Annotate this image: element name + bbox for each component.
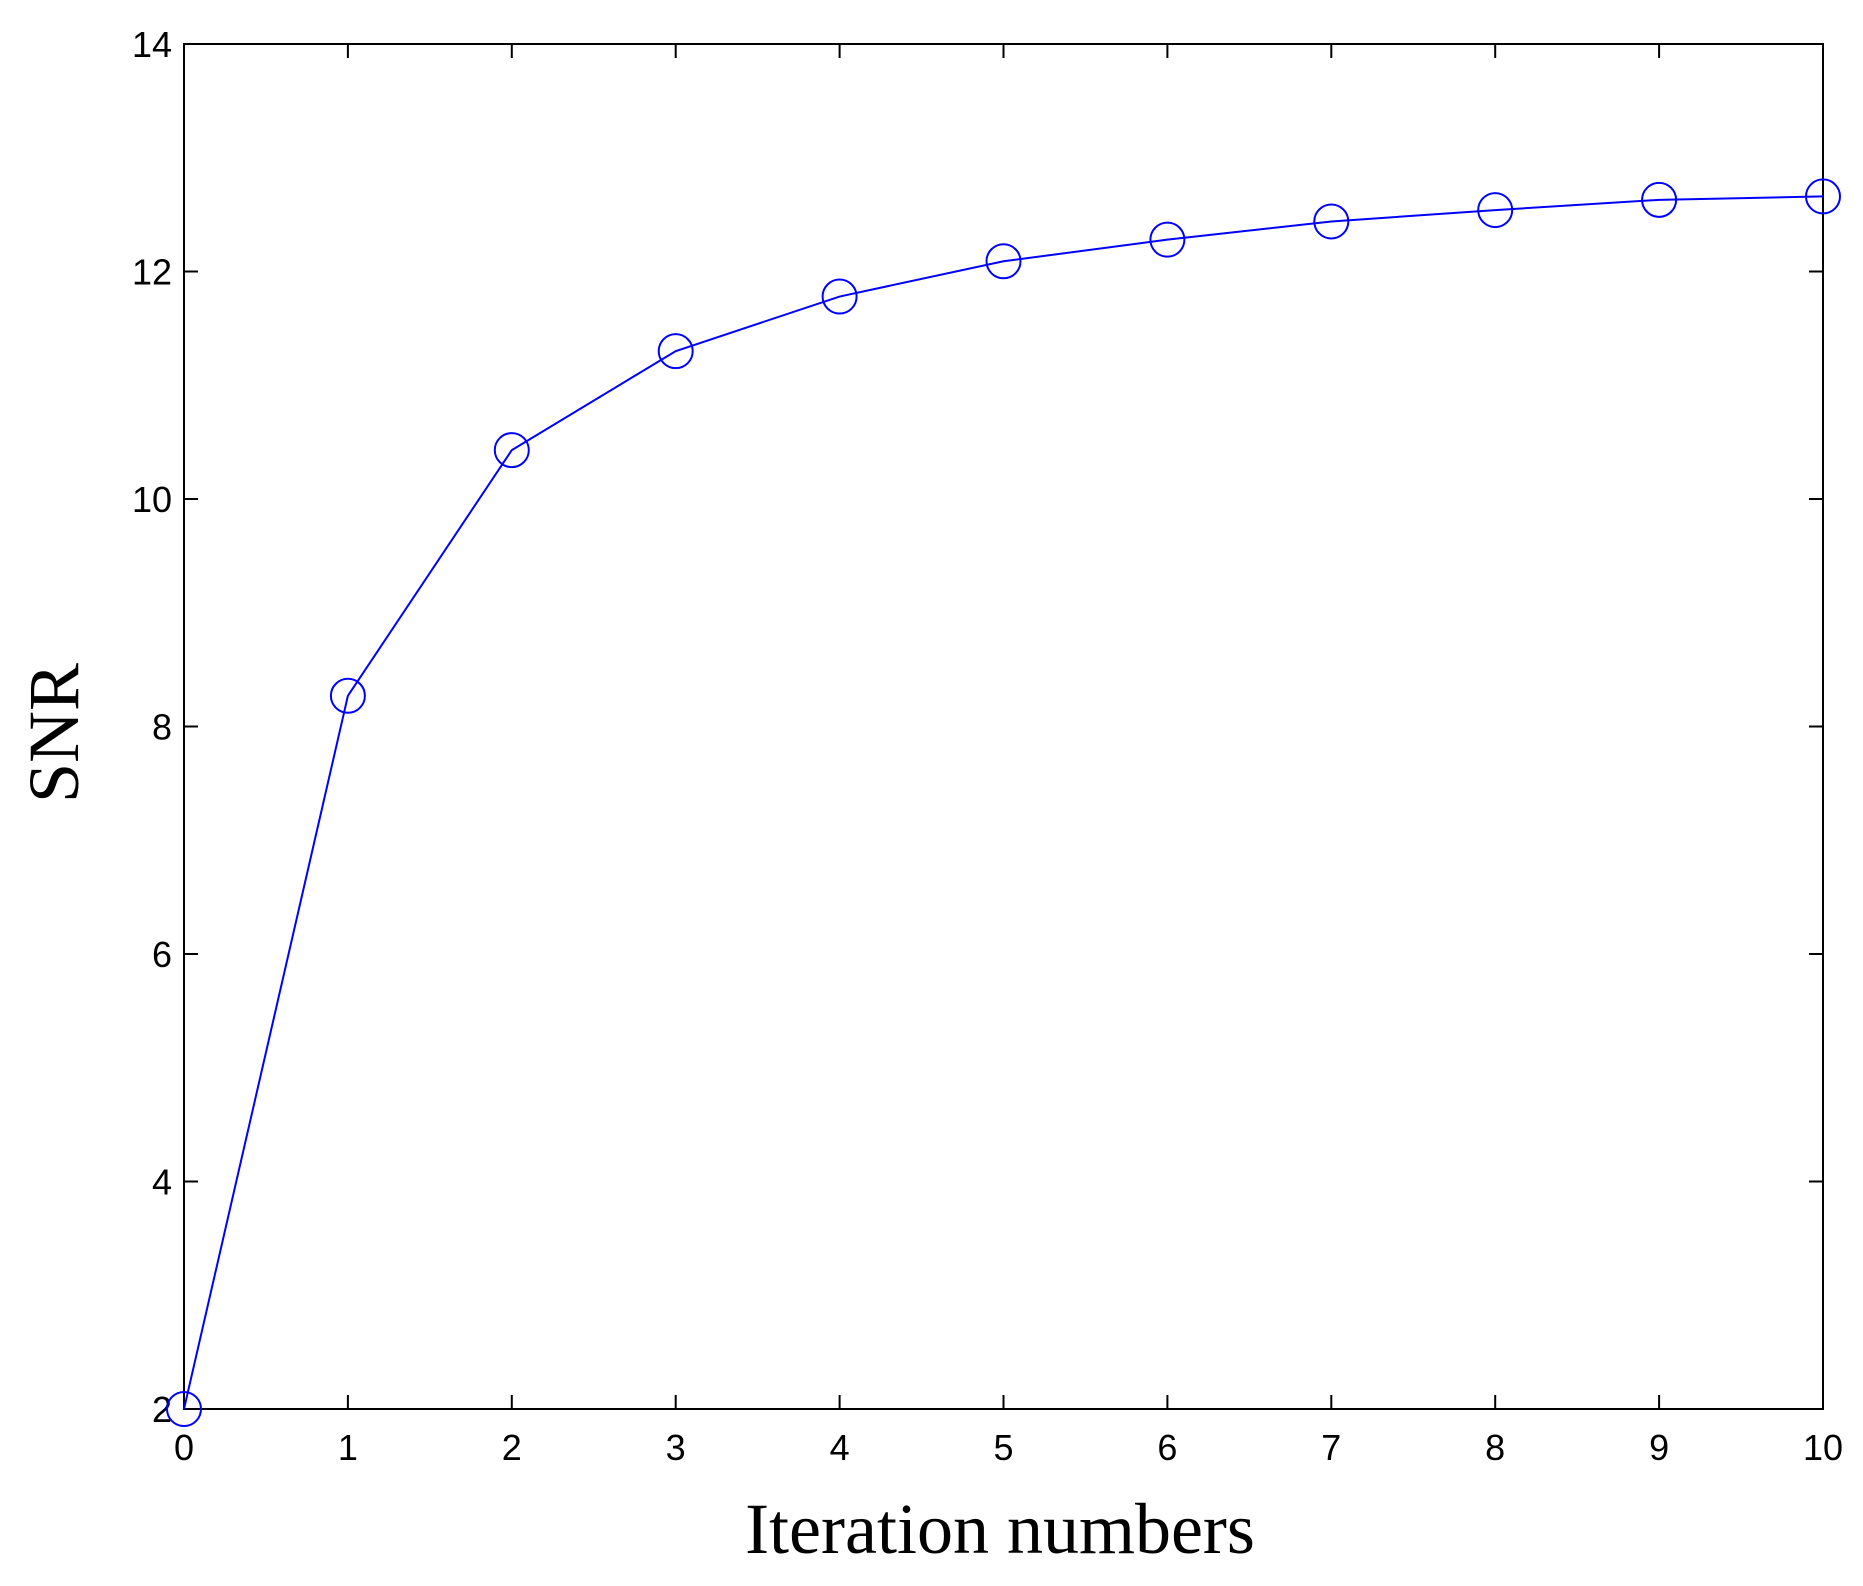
- data-point-marker: [821, 278, 858, 315]
- x-tick-label: 10: [1803, 1427, 1843, 1468]
- data-point-marker: [985, 243, 1022, 280]
- x-tick-label: 5: [993, 1427, 1013, 1468]
- data-point-marker: [1641, 181, 1678, 218]
- x-tick-label: 2: [502, 1427, 522, 1468]
- y-tick-label: 14: [132, 24, 172, 65]
- y-axis-ticks: 2 4 6 8 10 12 14: [132, 24, 1823, 1430]
- data-point-marker: [1313, 203, 1350, 240]
- data-point-marker: [493, 432, 530, 469]
- x-tick-label: 9: [1649, 1427, 1669, 1468]
- x-tick-label: 8: [1485, 1427, 1505, 1468]
- y-axis-label: SNR: [14, 663, 94, 803]
- series-layer: [166, 178, 1841, 1427]
- x-tick-label: 4: [830, 1427, 850, 1468]
- y-tick-label: 4: [152, 1162, 172, 1203]
- data-point-marker: [1477, 192, 1514, 229]
- x-axis-label: Iteration numbers: [745, 1489, 1255, 1569]
- data-point-marker: [1805, 178, 1841, 215]
- x-tick-label: 0: [174, 1427, 194, 1468]
- y-tick-label: 12: [132, 252, 172, 293]
- y-tick-label: 10: [132, 479, 172, 520]
- x-axis-ticks: 0 1 2 3 4 5 6 7 8 9 10: [174, 44, 1843, 1468]
- y-tick-label: 8: [152, 707, 172, 748]
- data-point-marker: [329, 677, 366, 714]
- data-point-marker: [1149, 221, 1186, 258]
- y-tick-label: 6: [152, 934, 172, 975]
- data-point-marker: [166, 1391, 202, 1427]
- x-tick-label: 3: [666, 1427, 686, 1468]
- x-tick-label: 7: [1321, 1427, 1341, 1468]
- series-line: [183, 195, 1824, 1410]
- x-tick-label: 1: [338, 1427, 358, 1468]
- y-tick-label: 2: [152, 1389, 172, 1430]
- data-point-marker: [657, 333, 694, 370]
- x-tick-label: 6: [1157, 1427, 1177, 1468]
